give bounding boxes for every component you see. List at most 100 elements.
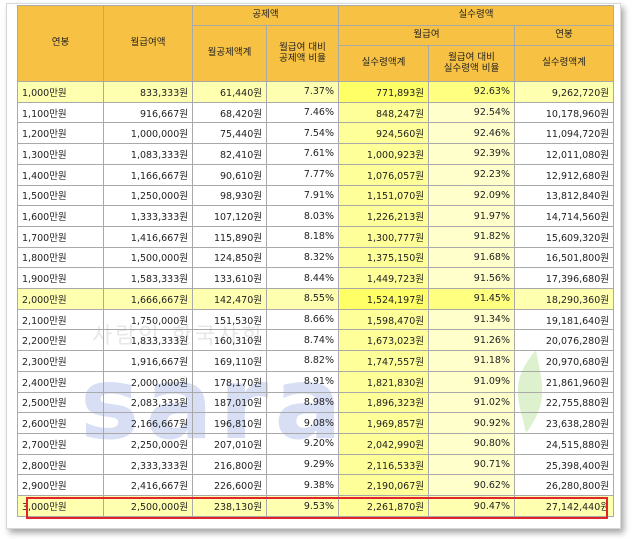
table-row: 1,000만원 833,333원 61,440원 7.37% 771,893원 92.63… — [17, 81, 615, 103]
cell-net-ratio: 90.71% — [428, 453, 516, 476]
cell-deduction-ratio: 7.77% — [265, 163, 340, 186]
cell-gross-month: 1,666,667원 — [103, 288, 193, 310]
cell-annual: 1,000만원 — [17, 81, 104, 103]
cell-annual: 1,900만원 — [17, 267, 104, 290]
cell-gross-month: 1,333,333원 — [103, 205, 193, 227]
cell-deduction-month: 107,120원 — [192, 205, 267, 227]
cell-net-annual: 12,912,680원 — [514, 163, 615, 186]
cell-gross-month: 1,166,667원 — [103, 163, 193, 186]
cell-net-annual: 26,280,800원 — [514, 474, 615, 497]
table-row: 1,900만원 1,583,333원 133,610원 8.44% 1,449,723원… — [17, 267, 615, 290]
cell-gross-month: 2,416,667원 — [103, 474, 193, 497]
cell-net-annual: 21,861,960원 — [514, 370, 615, 393]
cell-annual: 2,800만원 — [17, 453, 104, 476]
cell-annual: 1,100만원 — [17, 101, 104, 124]
header-net-annual-group: 연봉 — [514, 25, 615, 46]
cell-gross-month: 2,083,333원 — [103, 391, 193, 414]
header-net-month: 실수령액계 — [338, 45, 430, 82]
cell-annual: 2,300만원 — [17, 350, 104, 372]
cell-annual: 1,800만원 — [17, 246, 104, 269]
cell-net-annual: 19,181,640원 — [514, 308, 615, 331]
cell-net-annual: 12,011,080원 — [514, 143, 615, 165]
cell-net-ratio: 92.23% — [428, 163, 516, 186]
cell-net-ratio: 92.63% — [428, 81, 516, 103]
cell-net-month: 2,042,990원 — [338, 432, 430, 455]
cell-net-ratio: 91.97% — [428, 205, 516, 227]
cell-net-ratio: 91.45% — [428, 288, 516, 310]
cell-net-annual: 24,515,880원 — [514, 432, 615, 455]
cell-annual: 1,600만원 — [17, 205, 104, 227]
cell-deduction-ratio: 8.03% — [265, 205, 340, 227]
cell-deduction-ratio: 8.91% — [265, 370, 340, 393]
cell-deduction-ratio: 8.32% — [265, 246, 340, 269]
cell-deduction-ratio: 8.98% — [265, 391, 340, 414]
cell-deduction-month: 178,170원 — [192, 370, 267, 393]
cell-net-annual: 13,812,840원 — [514, 184, 615, 207]
cell-net-ratio: 91.09% — [428, 370, 516, 393]
cell-annual: 2,400만원 — [17, 370, 104, 393]
cell-gross-month: 1,416,667원 — [103, 225, 193, 248]
cell-net-ratio: 91.34% — [428, 308, 516, 331]
cell-net-ratio: 90.47% — [428, 495, 516, 517]
table-row: 1,700만원 1,416,667원 115,890원 8.18% 1,300,777원… — [17, 225, 615, 248]
cell-deduction-ratio: 9.38% — [265, 474, 340, 497]
cell-net-month: 1,151,070원 — [338, 184, 430, 207]
cell-gross-month: 2,500,000원 — [103, 495, 193, 517]
cell-net-ratio: 90.80% — [428, 432, 516, 455]
cell-deduction-ratio: 8.74% — [265, 329, 340, 352]
cell-net-ratio: 90.62% — [428, 474, 516, 497]
cell-deduction-month: 68,420원 — [192, 101, 267, 124]
cell-deduction-ratio: 9.20% — [265, 432, 340, 455]
cell-deduction-ratio: 7.37% — [265, 81, 340, 103]
header-net-annual: 실수령액계 — [514, 45, 615, 82]
cell-net-annual: 10,178,960원 — [514, 101, 615, 124]
cell-deduction-ratio: 8.82% — [265, 350, 340, 372]
cell-net-month: 1,375,150원 — [338, 246, 430, 269]
cell-deduction-month: 115,890원 — [192, 225, 267, 248]
cell-net-annual: 20,970,680원 — [514, 350, 615, 372]
table-row: 2,400만원 2,000,000원 178,170원 8.91% 1,821,830원… — [17, 370, 615, 393]
header-annual: 연봉 — [17, 5, 104, 82]
cell-annual: 3,000만원 — [17, 495, 104, 517]
cell-net-month: 1,300,777원 — [338, 225, 430, 248]
cell-net-ratio: 91.56% — [428, 267, 516, 290]
table-row: 1,600만원 1,333,333원 107,120원 8.03% 1,226,213원… — [17, 205, 615, 227]
table-row: 2,800만원 2,333,333원 216,800원 9.29% 2,116,533원… — [17, 453, 615, 476]
table-row: 2,500만원 2,083,333원 187,010원 8.98% 1,896,323원… — [17, 391, 615, 414]
cell-annual: 1,500만원 — [17, 184, 104, 207]
salary-rows: 1,000만원 833,333원 61,440원 7.37% 771,893원 92.63… — [17, 81, 615, 517]
cell-deduction-month: 216,800원 — [192, 453, 267, 476]
cell-deduction-month: 61,440원 — [192, 81, 267, 103]
cell-net-month: 848,247원 — [338, 101, 430, 124]
cell-annual: 1,300만원 — [17, 143, 104, 165]
header-gross-month: 월급여액 — [103, 5, 193, 82]
cell-net-annual: 11,094,720원 — [514, 122, 615, 145]
cell-net-month: 924,560원 — [338, 122, 430, 145]
header-deduction-month: 월공제액계 — [192, 25, 267, 82]
header-net-month-group: 월급여 — [338, 25, 516, 46]
cell-deduction-month: 98,930원 — [192, 184, 267, 207]
header-deduction-ratio: 월급여 대비 공제액 비율 — [265, 25, 340, 82]
cell-annual: 1,200만원 — [17, 122, 104, 145]
cell-annual: 2,100만원 — [17, 308, 104, 331]
cell-gross-month: 1,916,667원 — [103, 350, 193, 372]
cell-annual: 2,500만원 — [17, 391, 104, 414]
cell-net-ratio: 90.92% — [428, 412, 516, 434]
cell-deduction-month: 207,010원 — [192, 432, 267, 455]
cell-gross-month: 2,000,000원 — [103, 370, 193, 393]
cell-net-ratio: 91.02% — [428, 391, 516, 414]
header-net-group: 실수령액 — [338, 5, 615, 26]
cell-gross-month: 1,250,000원 — [103, 184, 193, 207]
cell-annual: 2,700만원 — [17, 432, 104, 455]
cell-gross-month: 1,000,000원 — [103, 122, 193, 145]
table-row: 1,800만원 1,500,000원 124,850원 8.32% 1,375,150원… — [17, 246, 615, 269]
cell-net-annual: 27,142,440원 — [514, 495, 615, 517]
cell-net-month: 1,226,213원 — [338, 205, 430, 227]
table-row: 1,200만원 1,000,000원 75,440원 7.54% 924,560원 92.… — [17, 122, 615, 145]
cell-net-annual: 25,398,400원 — [514, 453, 615, 476]
cell-net-month: 1,821,830원 — [338, 370, 430, 393]
cell-net-month: 1,449,723원 — [338, 267, 430, 290]
cell-net-annual: 18,290,360원 — [514, 288, 615, 310]
cell-net-month: 1,076,057원 — [338, 163, 430, 186]
cell-net-month: 1,000,923원 — [338, 143, 430, 165]
